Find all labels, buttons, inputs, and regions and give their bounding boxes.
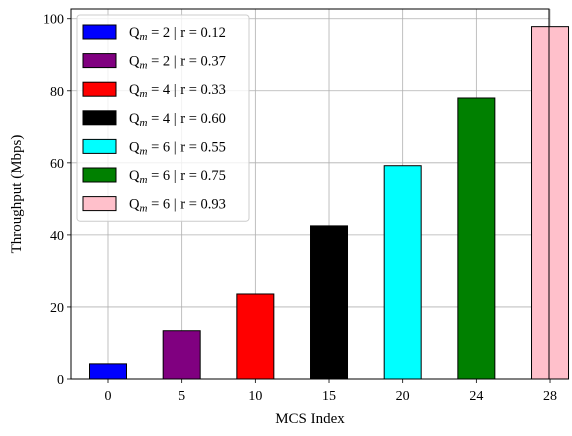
legend-swatch [82,24,117,40]
legend-swatch [82,196,117,212]
x-axis-label: MCS Index [275,411,345,427]
bar-mcs-10 [236,293,275,380]
plot-frame [70,8,550,380]
legend-swatch [82,53,117,69]
legend-entry-label: Qm = 6 | r = 0.93 [129,197,226,215]
bar-mcs-15 [310,225,349,380]
legend-entry-label: Qm = 6 | r = 0.75 [129,168,226,186]
y-tick-label: 80 [50,85,64,100]
bar-mcs-5 [162,330,201,380]
legend-swatch [82,81,117,97]
legend-entry-label: Qm = 4 | r = 0.33 [129,82,226,100]
legend-box [76,14,250,222]
bar-mcs-20 [383,165,422,380]
bar-mcs-24 [457,97,496,380]
legend-entry-label: Qm = 2 | r = 0.37 [129,54,226,72]
legend: Qm = 2 | r = 0.12 Qm = 2 | r = 0.37 Qm = 4… [76,14,250,222]
bar-mcs-0 [89,363,127,380]
y-tick-label: 40 [50,229,64,244]
legend-swatch [82,138,117,154]
legend-entry-label: Qm = 6 | r = 0.55 [129,139,226,157]
x-tick-label: 24 [469,389,483,404]
x-tick-label: 20 [396,389,410,404]
y-axis-label: Throughput (Mbps) [9,135,25,254]
bar-mcs-28 [531,26,570,380]
x-tick-label: 0 [105,389,112,404]
legend-swatch [82,167,117,183]
x-tick-label: 5 [178,389,185,404]
x-tick-label: 10 [248,389,262,404]
bars [89,26,570,380]
y-tick-label: 100 [43,13,64,28]
y-tick-label: 20 [50,301,64,316]
legend-entry-label: Qm = 2 | r = 0.12 [129,25,226,43]
y-tick-label: 0 [57,373,64,388]
x-tick-label: 15 [322,389,336,404]
y-tick-label: 60 [50,157,64,172]
legend-entry-label: Qm = 4 | r = 0.60 [129,111,226,129]
legend-swatch [82,110,117,126]
axis-ticks: 0 20 40 60 80 100 0 5 10 15 20 24 28 [43,13,557,404]
x-tick-label: 28 [543,389,557,404]
